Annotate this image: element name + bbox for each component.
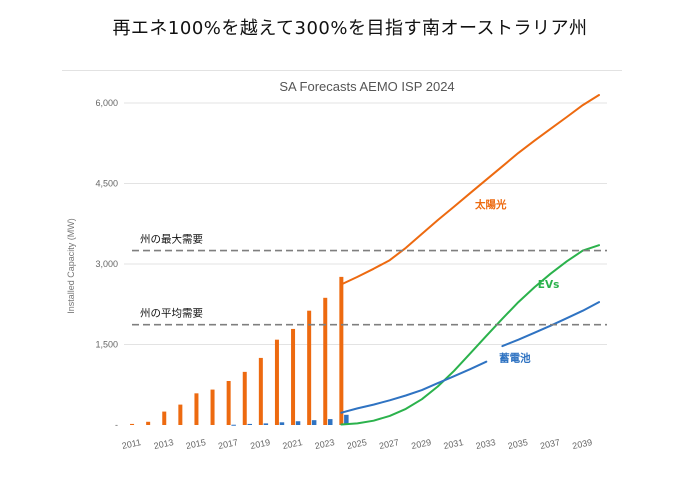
x-tick-label-9: 2029 (410, 437, 432, 451)
grid-layer (124, 102, 607, 345)
series-line-0 (340, 94, 600, 286)
bar-solar-2015 (194, 393, 199, 425)
bar-solar-2019 (258, 357, 263, 425)
x-tick-label-12: 2035 (507, 437, 529, 451)
annotation-layer: 太陽光 EVs 蓄電池 (474, 198, 559, 364)
y-axis-label: Installed Capacity (MW) (66, 218, 76, 314)
x-tick-label-13: 2037 (539, 437, 561, 451)
bar-battery-2022 (311, 420, 317, 425)
bar-solar-2024 (339, 276, 344, 425)
bar-solar-2011 (130, 423, 135, 425)
annotation-2: 蓄電池 (499, 352, 531, 365)
y-tick-label-4: 6,000 (95, 98, 118, 108)
bar-solar-2014 (178, 404, 183, 425)
series-line-3 (501, 301, 600, 348)
x-tick-label-5: 2021 (282, 437, 304, 451)
x-tick-label-8: 2027 (378, 437, 400, 451)
y-tick-layer: - 1,500 3,000 4,500 6,000 (95, 98, 118, 430)
bar-layer (130, 276, 349, 426)
page-title: 再エネ100%を越えて300%を目指す南オーストラリア州 (112, 18, 588, 39)
x-tick-label-10: 2031 (443, 437, 465, 451)
series-line-1 (340, 244, 600, 426)
x-tick-label-4: 2019 (249, 437, 271, 451)
chart-svg: SA Forecasts AEMO ISP 2024 Installed Cap… (66, 79, 607, 451)
x-tick-label-7: 2025 (346, 437, 368, 451)
bar-battery-2019 (263, 423, 269, 425)
bar-solar-2023 (323, 297, 328, 425)
bar-solar-2013 (162, 411, 167, 425)
annotation-1: EVs (538, 279, 560, 291)
x-tick-label-0: 2011 (121, 437, 142, 451)
x-tick-label-3: 2017 (217, 437, 239, 451)
bar-battery-2017 (231, 424, 236, 426)
bar-solar-2016 (210, 389, 215, 425)
line-layer (340, 94, 600, 426)
bar-solar-2012 (146, 421, 151, 425)
bar-solar-2017 (226, 380, 231, 425)
x-tick-layer: 2011 2013 2015 2017 2019 2021 2023 2025 2027 2029… (121, 437, 593, 451)
bar-battery-2024 (344, 414, 349, 425)
y-tick-label-2: 3,000 (95, 259, 118, 269)
annotation-0: 太陽光 (474, 198, 507, 211)
bar-solar-2021 (291, 328, 296, 425)
y-tick-label-0: - (115, 420, 118, 430)
x-tick-label-11: 2033 (475, 437, 497, 451)
bar-battery-2020 (279, 422, 285, 425)
bar-battery-2021 (295, 421, 301, 425)
bar-battery-2023 (328, 419, 333, 425)
chart-frame: SA Forecasts AEMO ISP 2024 Installed Cap… (62, 70, 622, 461)
x-tick-label-2: 2015 (185, 437, 207, 451)
y-tick-label-1: 1,500 (95, 340, 118, 350)
series-line-2 (340, 360, 488, 414)
reference-label-0: 州の最大需要 (140, 233, 203, 246)
bar-solar-2018 (242, 371, 247, 425)
x-tick-label-1: 2013 (153, 437, 175, 451)
x-tick-label-6: 2023 (314, 437, 336, 451)
x-tick-label-14: 2039 (571, 437, 593, 451)
bar-solar-2020 (274, 339, 279, 425)
reference-label-1: 州の平均需要 (140, 308, 203, 320)
y-tick-label-3: 4,500 (95, 179, 118, 189)
chart-title: SA Forecasts AEMO ISP 2024 (279, 79, 454, 94)
bar-battery-2018 (247, 423, 252, 425)
bar-solar-2022 (307, 310, 312, 425)
